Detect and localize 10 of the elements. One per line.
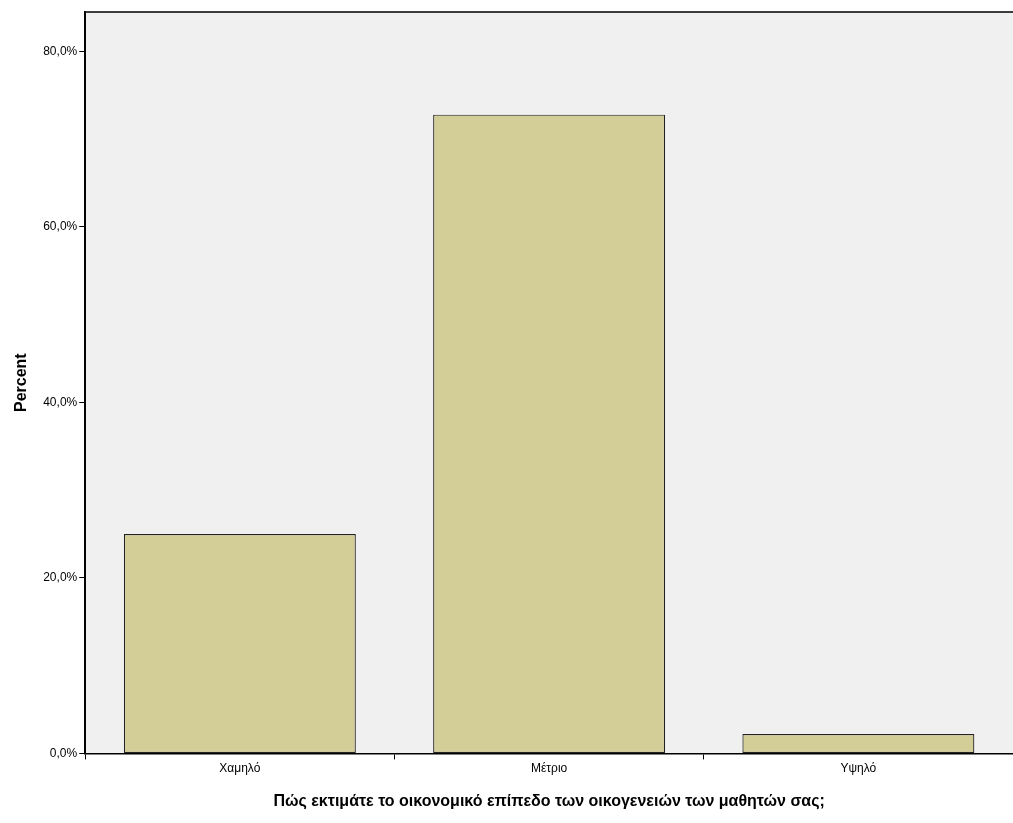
y-tick-label: 80,0% xyxy=(43,43,78,58)
x-tick-label: Υψηλό xyxy=(840,760,877,775)
x-tick-label: Μέτριο xyxy=(530,760,568,775)
x-tick-label: Χαμηλό xyxy=(219,760,261,775)
y-tick-label: 60,0% xyxy=(43,219,78,234)
y-tick-label: 40,0% xyxy=(43,394,78,409)
y-tick-label: 20,0% xyxy=(43,570,78,585)
y-axis-title: Percent xyxy=(12,352,30,413)
y-tick-label: 0,0% xyxy=(49,745,78,760)
x-axis-title: Πώς εκτιμάτε το οικονομικό επίπεδο των οικογενειών των μαθητών σας; xyxy=(273,791,825,810)
